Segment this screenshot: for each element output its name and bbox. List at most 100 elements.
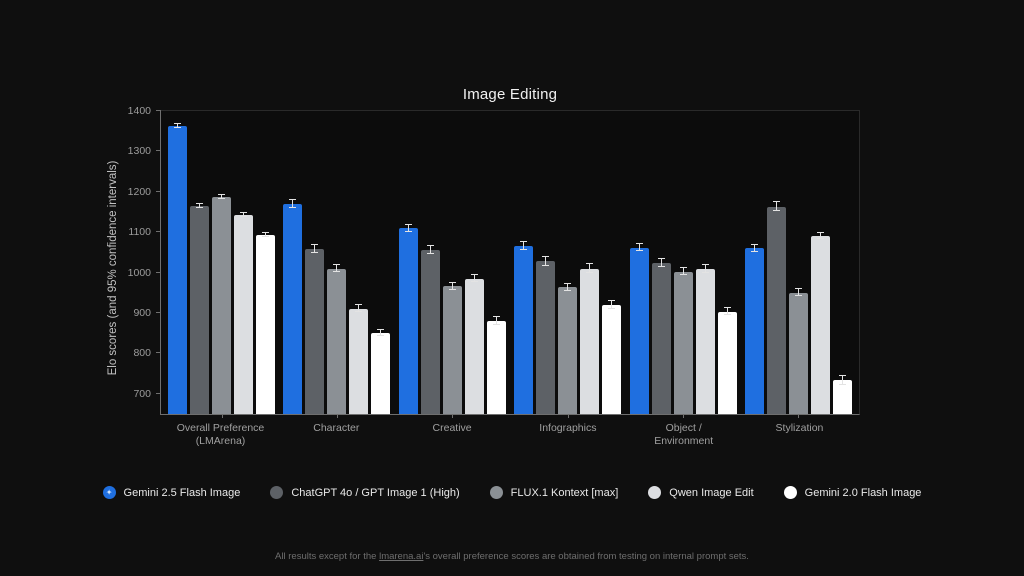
- bar: [168, 126, 187, 414]
- bar-slot: [580, 111, 600, 414]
- bar: [744, 248, 764, 414]
- error-bar: [314, 245, 316, 254]
- bar-slot: [442, 111, 462, 414]
- x-tick-mark: [567, 414, 569, 418]
- bar-slot: [673, 111, 693, 414]
- bar: [305, 249, 325, 414]
- category-label: Stylization: [775, 422, 824, 434]
- error-bar-cap: [289, 206, 297, 208]
- bar-slot: [420, 111, 440, 414]
- bar: [256, 235, 275, 414]
- error-bar: [407, 224, 409, 232]
- error-bar-cap: [816, 238, 824, 240]
- bar-slot: [327, 111, 347, 414]
- x-tick-mark: [683, 414, 685, 418]
- error-bar-cap: [470, 281, 478, 283]
- legend: ✦ Gemini 2.5 Flash Image ChatGPT 4o / GPT …: [0, 486, 1024, 499]
- error-bar-cap: [218, 197, 225, 199]
- error-bar-cap: [635, 242, 643, 244]
- error-bar-cap: [448, 281, 456, 283]
- legend-color-dot: [270, 486, 284, 499]
- bar: [832, 380, 852, 414]
- bar: [234, 214, 253, 414]
- bar-group: [744, 111, 852, 418]
- error-bar-cap: [772, 210, 780, 212]
- category-label: Object / Environment: [654, 422, 714, 448]
- error-bar: [451, 282, 453, 290]
- error-bar-cap: [772, 201, 780, 203]
- error-bar-cap: [586, 272, 594, 274]
- bar: [717, 311, 737, 414]
- bar: [283, 203, 303, 414]
- legend-item: ✦ Gemini 2.5 Flash Image: [102, 486, 240, 499]
- legend-label: ChatGPT 4o / GPT Image 1 (High): [291, 486, 460, 499]
- error-bar: [243, 212, 244, 217]
- error-bar-cap: [542, 255, 550, 257]
- error-bar: [545, 256, 547, 266]
- category-label: Infographics: [539, 422, 597, 434]
- legend-item: FLUX.1 Kontext [max]: [489, 486, 618, 499]
- error-bar: [523, 242, 525, 250]
- error-bar-cap: [750, 251, 758, 252]
- error-bar-cap: [311, 244, 319, 246]
- category-label: Creative: [432, 422, 472, 434]
- error-bar-cap: [701, 263, 709, 265]
- lmarena-link[interactable]: lmarena.ai: [379, 551, 424, 562]
- error-bar-cap: [838, 383, 846, 385]
- error-bar-cap: [262, 236, 269, 238]
- x-tick-mark: [452, 414, 454, 418]
- error-bar-cap: [564, 289, 572, 291]
- bar: [536, 261, 556, 414]
- error-bar: [682, 268, 684, 276]
- error-bar-cap: [333, 271, 341, 273]
- bar-slot: [464, 111, 484, 414]
- error-bar-cap: [492, 323, 500, 325]
- error-bar-cap: [333, 263, 341, 265]
- bar-slot: [744, 111, 764, 414]
- bar-slot: [810, 111, 830, 414]
- gemini-spark-icon: ✦: [102, 486, 116, 499]
- error-bar: [841, 376, 843, 385]
- error-bar: [292, 200, 294, 208]
- bar: [442, 286, 462, 414]
- bar-slot: [695, 111, 715, 414]
- bar-slot: [602, 111, 622, 414]
- error-bar: [660, 258, 662, 267]
- legend-item: Gemini 2.0 Flash Image: [783, 486, 921, 499]
- bar-slot: [305, 111, 325, 414]
- bar-slot: [832, 111, 852, 414]
- category-label: Character: [313, 422, 360, 434]
- bar: [695, 268, 715, 414]
- bar-slot: [717, 111, 737, 414]
- error-bar-cap: [520, 241, 528, 243]
- bar: [464, 278, 484, 414]
- error-bar-cap: [816, 232, 824, 234]
- error-bar: [265, 233, 266, 238]
- bar-slot: [651, 111, 671, 414]
- bar: [580, 268, 600, 414]
- bar-slot: [212, 111, 231, 414]
- bar: [398, 228, 418, 414]
- error-bar-cap: [426, 245, 434, 247]
- bar: [486, 321, 506, 414]
- error-bar-cap: [404, 230, 412, 232]
- bar-groups: [161, 111, 859, 418]
- error-bar-cap: [657, 265, 665, 267]
- error-bar-cap: [262, 232, 269, 234]
- error-bar-cap: [196, 206, 203, 208]
- plot-area: 700 800 900 1000 1100 1200 1300 1400: [128, 105, 860, 418]
- bar-group: [398, 111, 506, 418]
- category-label: Overall Preference (LMArena): [176, 422, 265, 448]
- error-bar-cap: [240, 215, 247, 217]
- error-bar: [611, 301, 613, 309]
- error-bar-cap: [701, 272, 709, 274]
- bar: [371, 332, 391, 414]
- error-bar-cap: [608, 300, 616, 302]
- error-bar-cap: [492, 316, 500, 318]
- bar: [629, 247, 649, 414]
- bar: [420, 250, 440, 414]
- error-bar: [177, 124, 178, 129]
- error-bar-cap: [174, 123, 181, 125]
- error-bar: [797, 289, 799, 297]
- chart-title: Image Editing: [462, 86, 558, 103]
